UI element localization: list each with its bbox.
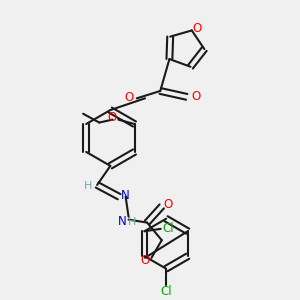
Text: H: H — [128, 217, 136, 227]
Text: N: N — [121, 189, 130, 202]
Text: O: O — [140, 254, 150, 267]
Text: O: O — [164, 198, 173, 211]
Text: O: O — [124, 91, 133, 104]
Text: Cl: Cl — [162, 222, 174, 235]
Text: N: N — [118, 215, 127, 229]
Text: H: H — [84, 182, 92, 191]
Text: O: O — [191, 90, 200, 103]
Text: O: O — [108, 111, 117, 124]
Text: Cl: Cl — [160, 285, 172, 298]
Text: O: O — [192, 22, 202, 35]
